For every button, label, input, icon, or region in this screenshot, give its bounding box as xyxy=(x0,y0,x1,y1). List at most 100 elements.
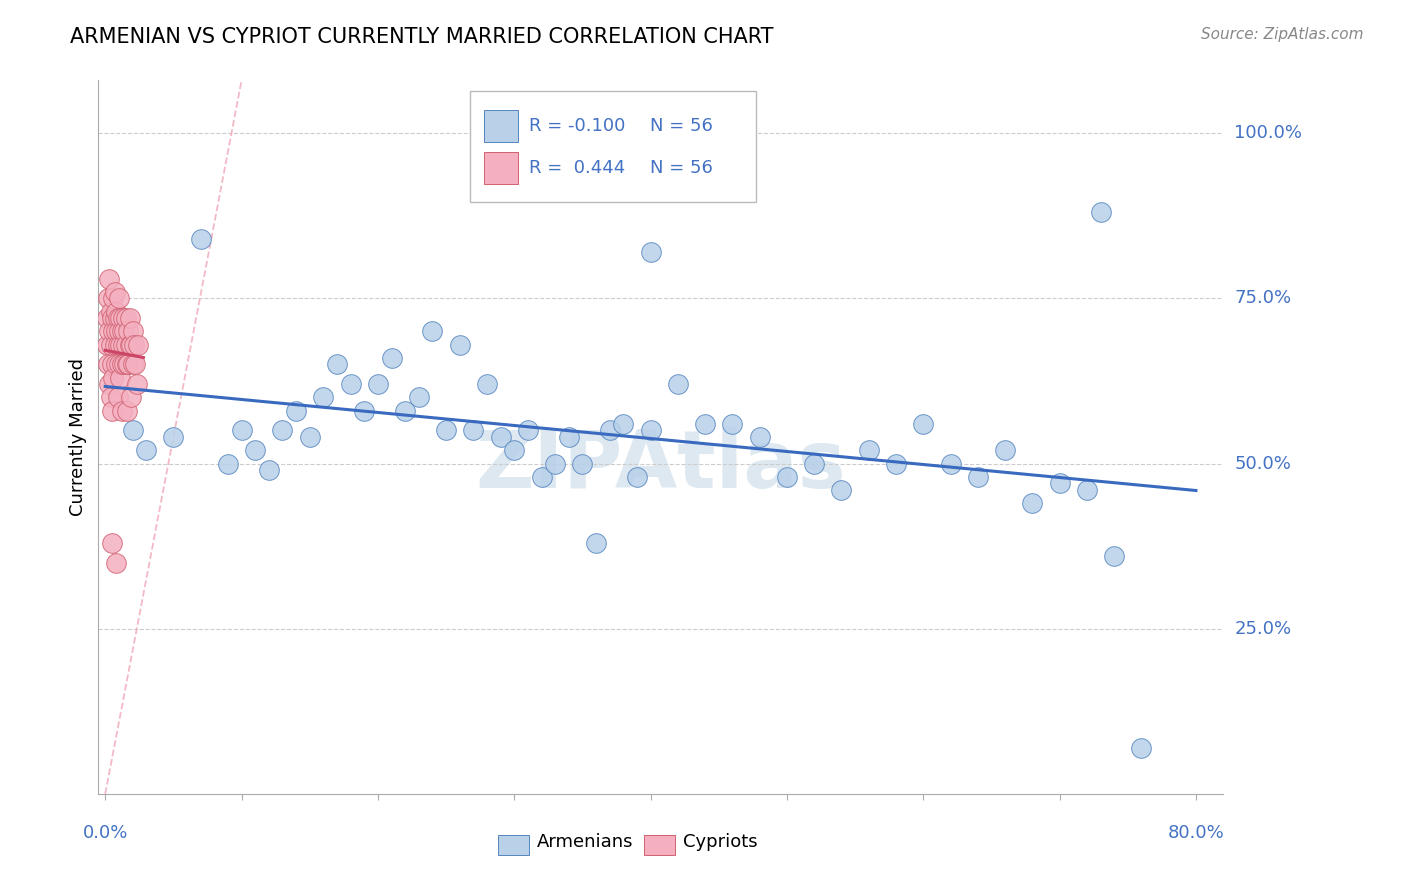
Text: Armenians: Armenians xyxy=(537,833,634,851)
Point xyxy=(104,311,127,326)
Point xyxy=(912,417,935,431)
Point xyxy=(217,457,239,471)
Text: N = 56: N = 56 xyxy=(650,118,713,136)
Bar xyxy=(484,152,517,184)
Point xyxy=(103,291,125,305)
Point xyxy=(571,457,593,471)
Point xyxy=(503,443,526,458)
Point xyxy=(1130,740,1153,755)
Point xyxy=(530,469,553,483)
Point xyxy=(120,391,142,405)
Text: R = -0.100: R = -0.100 xyxy=(529,118,626,136)
Point xyxy=(101,358,124,372)
Point xyxy=(830,483,852,497)
Point xyxy=(107,337,129,351)
Point xyxy=(640,424,662,438)
Point xyxy=(544,457,567,471)
Point xyxy=(118,311,141,326)
Point xyxy=(98,377,121,392)
Point xyxy=(776,469,799,483)
Point xyxy=(271,424,294,438)
Point xyxy=(117,324,139,338)
Point xyxy=(231,424,253,438)
FancyBboxPatch shape xyxy=(470,91,756,202)
Point xyxy=(380,351,402,365)
Point xyxy=(449,337,471,351)
Point xyxy=(245,443,267,458)
Point xyxy=(96,337,118,351)
Point xyxy=(516,424,538,438)
Point xyxy=(489,430,512,444)
Point xyxy=(112,358,135,372)
Point xyxy=(135,443,157,458)
Point xyxy=(1076,483,1098,497)
Text: N = 56: N = 56 xyxy=(650,159,713,177)
Point xyxy=(111,337,134,351)
Point xyxy=(585,536,607,550)
Point xyxy=(100,337,122,351)
Point xyxy=(115,358,138,372)
Point xyxy=(124,358,146,372)
Point xyxy=(104,337,127,351)
Point xyxy=(695,417,717,431)
Point xyxy=(1021,496,1043,510)
Bar xyxy=(498,835,529,855)
Point xyxy=(326,358,349,372)
Point xyxy=(114,337,136,351)
Point xyxy=(118,337,141,351)
Point xyxy=(98,324,121,338)
Point xyxy=(105,358,128,372)
Point xyxy=(108,324,131,338)
Point xyxy=(110,337,132,351)
Point xyxy=(114,311,136,326)
Point xyxy=(312,391,335,405)
Point xyxy=(103,324,125,338)
Point xyxy=(110,311,132,326)
Point xyxy=(103,370,125,384)
Point xyxy=(884,457,907,471)
Point xyxy=(112,324,135,338)
Point xyxy=(100,304,122,318)
Point xyxy=(339,377,361,392)
Point xyxy=(1090,205,1112,219)
Point xyxy=(599,424,621,438)
Point xyxy=(353,403,375,417)
Y-axis label: Currently Married: Currently Married xyxy=(69,358,87,516)
Point xyxy=(408,391,430,405)
Point xyxy=(101,403,124,417)
Point xyxy=(111,311,134,326)
Bar xyxy=(644,835,675,855)
Point xyxy=(107,391,129,405)
Point xyxy=(367,377,389,392)
Point xyxy=(105,304,128,318)
Point xyxy=(110,403,132,417)
Point xyxy=(117,358,139,372)
Point xyxy=(122,337,145,351)
Point xyxy=(966,469,988,483)
Point xyxy=(475,377,498,392)
Point xyxy=(121,358,143,372)
Point xyxy=(1102,549,1125,563)
Point xyxy=(858,443,880,458)
Point xyxy=(110,370,132,384)
Text: 100.0%: 100.0% xyxy=(1234,124,1302,142)
Point xyxy=(97,358,120,372)
Point xyxy=(110,324,132,338)
Point xyxy=(422,324,444,338)
Point xyxy=(285,403,308,417)
Bar xyxy=(484,111,517,143)
Text: R =  0.444: R = 0.444 xyxy=(529,159,626,177)
Point xyxy=(721,417,744,431)
Point xyxy=(104,285,127,299)
Point xyxy=(96,311,118,326)
Point xyxy=(108,358,131,372)
Text: ARMENIAN VS CYPRIOT CURRENTLY MARRIED CORRELATION CHART: ARMENIAN VS CYPRIOT CURRENTLY MARRIED CO… xyxy=(70,27,773,46)
Point xyxy=(463,424,485,438)
Point xyxy=(394,403,416,417)
Point xyxy=(121,424,143,438)
Point xyxy=(101,536,124,550)
Point xyxy=(298,430,321,444)
Point xyxy=(121,324,143,338)
Point xyxy=(115,403,138,417)
Point xyxy=(127,337,149,351)
